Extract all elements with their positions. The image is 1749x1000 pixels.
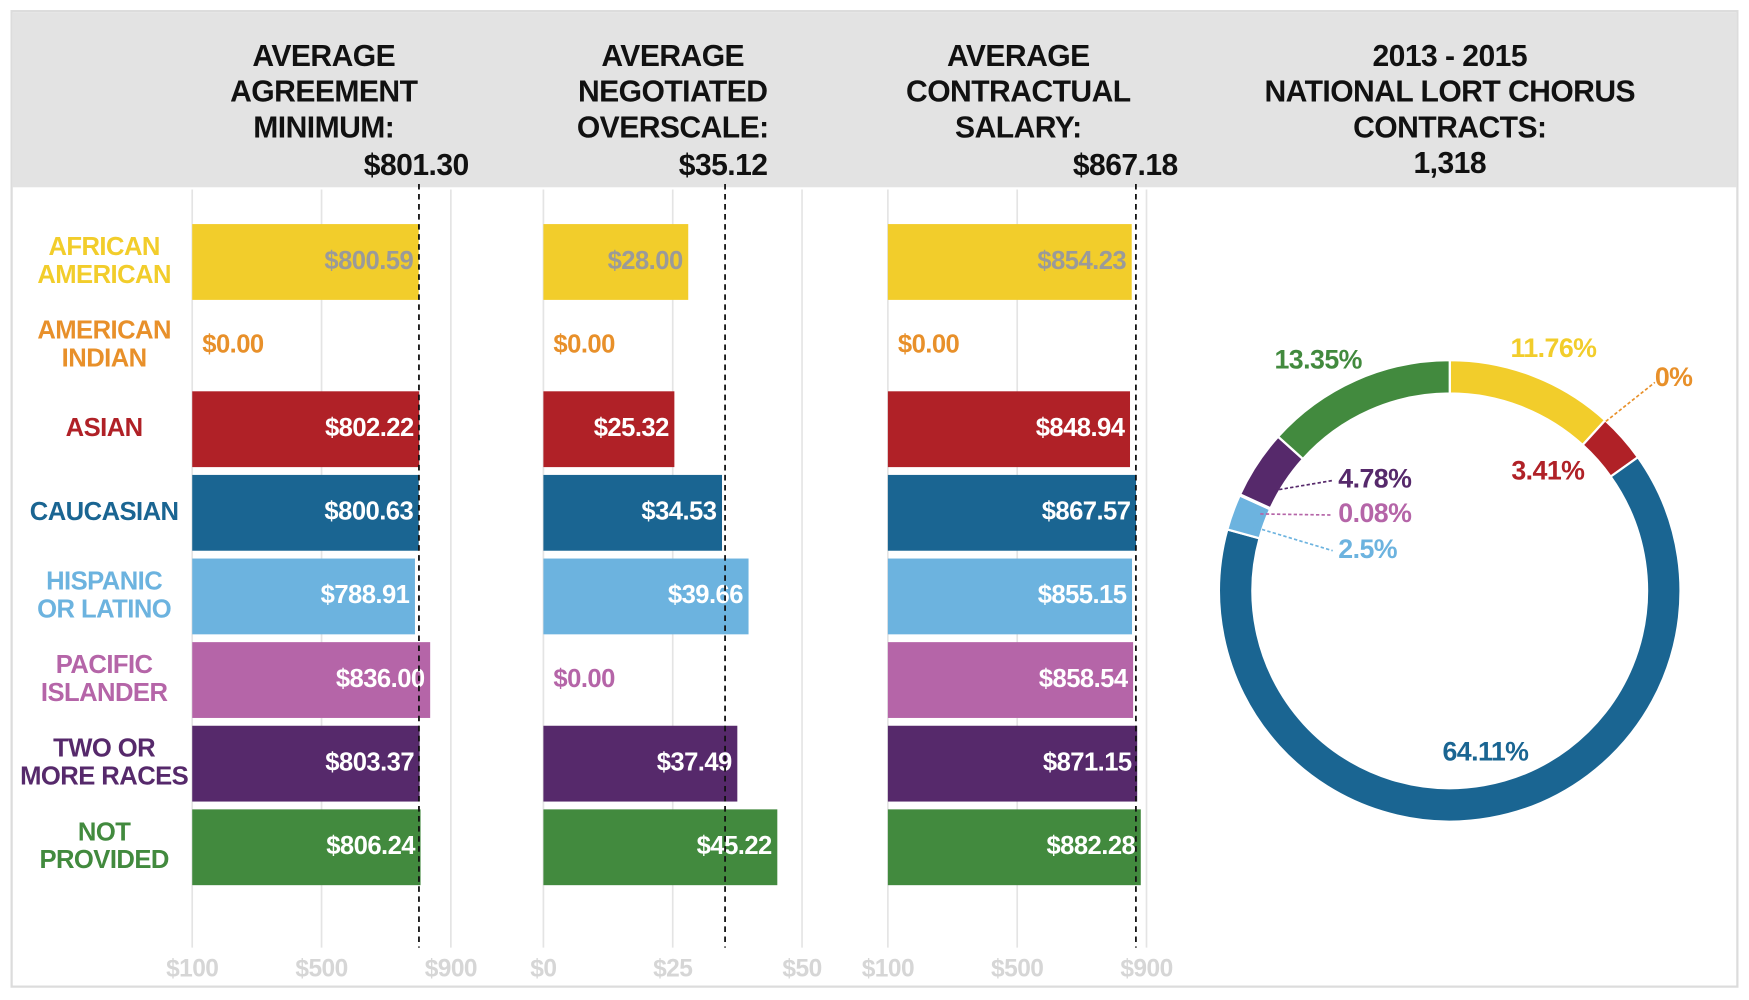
slice-label: 0% [1655, 362, 1693, 392]
reference-label: $867.18 [1073, 149, 1178, 182]
value-label: $867.57 [1042, 498, 1131, 526]
value-label: $28.00 [608, 247, 683, 275]
slice-label: 4.78% [1338, 464, 1412, 494]
leader-line [1605, 381, 1656, 423]
value-label: $800.63 [324, 498, 413, 526]
x-tick-label: $25 [653, 955, 692, 982]
bar [192, 474, 419, 551]
value-label: $800.59 [324, 247, 413, 275]
bar [887, 725, 1138, 802]
value-label: $855.15 [1038, 581, 1127, 609]
x-tick-label: $100 [166, 955, 218, 982]
value-label: $34.53 [641, 498, 716, 526]
value-label: $803.37 [325, 748, 414, 776]
category-label: HISPANIC OR LATINO [37, 567, 171, 623]
header-band [12, 12, 1737, 188]
value-label: $788.91 [321, 581, 410, 609]
value-label: $39.66 [668, 581, 743, 609]
leader-line [1273, 479, 1333, 492]
bar [887, 391, 1131, 468]
x-tick-label: $100 [862, 955, 914, 982]
slice-label: 64.11% [1442, 737, 1529, 767]
x-tick-label: $500 [295, 955, 347, 982]
category-label: AFRICAN AMERICAN [37, 233, 171, 289]
slice-label: 13.35% [1275, 344, 1363, 374]
bar [543, 725, 738, 802]
slice-label: 3.41% [1511, 456, 1585, 486]
bar [192, 809, 421, 886]
bar [192, 391, 420, 468]
category-label: CAUCASIAN [30, 498, 179, 526]
bar [543, 224, 689, 300]
value-label: $871.15 [1043, 748, 1132, 776]
slice-label: 2.5% [1338, 534, 1398, 564]
x-tick-label: $50 [782, 955, 821, 982]
chart-title: AVERAGE CONTRACTUAL SALARY: [906, 40, 1131, 144]
value-label: $0.00 [202, 330, 264, 358]
value-label: $882.28 [1046, 832, 1135, 860]
value-label: $854.23 [1037, 247, 1126, 275]
x-tick-label: $500 [991, 955, 1043, 982]
category-label: ASIAN [66, 414, 143, 442]
chart-title: 2013 - 2015 NATIONAL LORT CHORUS CONTRACTS… [1264, 40, 1635, 144]
slice-label: 0.08% [1338, 498, 1412, 528]
value-label: $806.24 [326, 832, 416, 860]
reference-label: $35.12 [679, 149, 768, 182]
value-label: $0.00 [553, 330, 615, 358]
value-label: $0.00 [898, 330, 960, 358]
reference-label: $801.30 [364, 149, 469, 182]
value-label: $836.00 [336, 665, 425, 693]
slice-label: 11.76% [1510, 333, 1597, 363]
category-label: PACIFIC ISLANDER [41, 651, 168, 707]
bar [543, 809, 778, 886]
donut-segment [1217, 455, 1682, 823]
category-label: AMERICAN INDIAN [37, 316, 171, 372]
value-label: $25.32 [594, 414, 669, 442]
value-label: $37.49 [657, 748, 732, 776]
x-tick-label: $0 [530, 955, 556, 982]
value-label: $848.94 [1036, 414, 1126, 442]
bar [543, 474, 723, 551]
bar [887, 642, 1134, 718]
donut-segment [1276, 358, 1451, 461]
value-label: $0.00 [553, 665, 615, 693]
x-tick-label: $900 [425, 955, 477, 982]
bar [192, 224, 419, 300]
chart-subtitle: 1,318 [1413, 147, 1486, 180]
bar [543, 558, 749, 635]
leader-line [1260, 513, 1333, 516]
bar [887, 474, 1137, 551]
chart-title: AVERAGE NEGOTIATED OVERSCALE: [577, 40, 769, 144]
bar [887, 558, 1133, 635]
bar [192, 558, 415, 635]
category-label: TWO OR MORE RACES [20, 734, 189, 790]
x-tick-label: $900 [1120, 955, 1172, 982]
value-label: $802.22 [325, 414, 414, 442]
category-label: NOT PROVIDED [39, 818, 168, 874]
bar [887, 224, 1132, 300]
bar [887, 809, 1141, 886]
value-label: $45.22 [697, 832, 772, 860]
bar [543, 391, 675, 468]
chart-title: AVERAGE AGREEMENT MINIMUM: [230, 40, 418, 144]
leader-line [1251, 525, 1333, 552]
bar [192, 725, 420, 802]
value-label: $858.54 [1039, 665, 1129, 693]
bar [192, 642, 431, 718]
